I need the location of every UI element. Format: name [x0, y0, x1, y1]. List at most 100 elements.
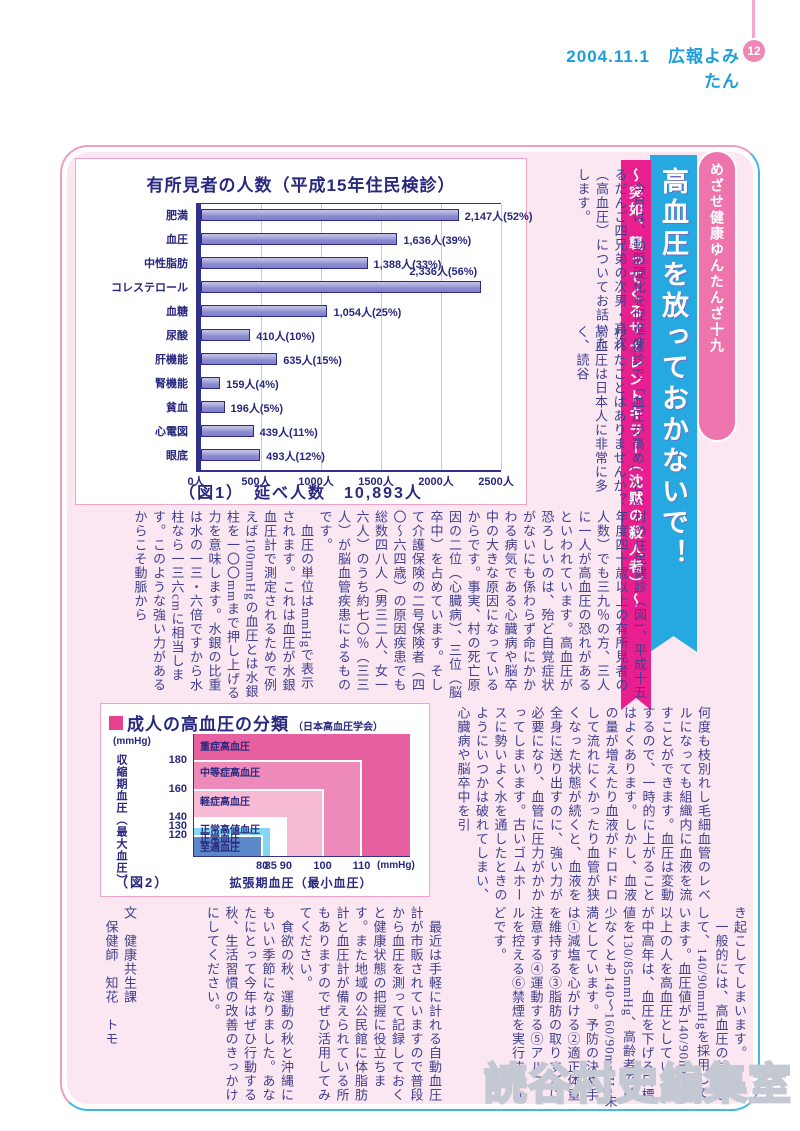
- x-tick-label: 90: [279, 860, 292, 872]
- bp-zone-label: 中等症高血圧: [200, 767, 260, 779]
- bar-value-label: 196人(5%): [230, 403, 284, 415]
- bar: [201, 401, 225, 413]
- bar-category-label: 眼底: [166, 450, 188, 462]
- x-tick-label: 110: [352, 860, 371, 872]
- bar: [201, 425, 254, 437]
- header-date-title: 2004.11.1 広報よみたん: [566, 47, 740, 91]
- series-banner: めざせ健康ゆんたんざ十九: [697, 150, 737, 442]
- article-signature: 文 健康共生課 保健師 知花 トモ: [92, 906, 138, 1113]
- subtitle-ribbon-text: 〜突如、襲ってくるサイレントキラー（沈黙の殺人者）〜: [628, 168, 644, 610]
- x-tick-label: 2500人: [478, 476, 514, 488]
- fig2-y-unit-label: (mmHg): [113, 736, 151, 747]
- title-ribbon: 高血圧を放っておかないで！: [650, 155, 697, 652]
- bp-zone-label: 重症高血圧: [200, 742, 250, 753]
- paragraph: 今月は、動脈硬化を促進するだんご四兄弟の次男・高次（高血圧）についてお話いたしま…: [575, 168, 647, 350]
- fig2-x-unit-label: (mmHg): [377, 860, 415, 871]
- paragraph: 最近は手軽に計れる自動血圧計が市販されていますので普段から血圧を測って記録してお…: [297, 906, 443, 1102]
- bp-zone: [194, 835, 264, 856]
- bar-value-label: 410人(10%): [256, 331, 315, 343]
- series-banner-label: めざせ健康ゆんたんざ十九: [709, 162, 725, 354]
- paragraph: 何度も枝別れし毛細血管のレベルになっても組織内に血液を流すことができます。血圧は…: [455, 706, 712, 902]
- fig1-title: 有所見者の人数（平成15年住民検診）: [146, 176, 456, 195]
- bp-zone-label: 至適血圧: [200, 843, 240, 855]
- bar-category-label: 血糖: [166, 306, 188, 318]
- bar-value-label: 1,054人(25%): [333, 307, 402, 319]
- y-tick-label: 160: [168, 782, 187, 795]
- bar: [201, 257, 368, 269]
- paragraph: 村の住民健診（図1、平成十五年度四十歳以上の有所見者の人数）でも三九％の方、三人…: [317, 510, 648, 700]
- grid-line: [441, 204, 442, 470]
- paragraph: き起こしてしまいます。: [732, 906, 747, 1060]
- bar-category-label: 腎機能: [155, 378, 188, 390]
- bar-category-label: コレステロール: [111, 282, 188, 294]
- paragraph: 一般的には、高血圧の基準として、140/90mmHgを採用しています。血圧値が1…: [491, 906, 729, 1109]
- paragraph: 健診で「血圧が高め」といわれたことはありませんか？高血圧は日本人に非常に多く、読…: [574, 325, 646, 507]
- fig2-x-axis-label: 拡張期血圧（最小血圧）: [229, 876, 373, 890]
- grid-line: [261, 204, 262, 470]
- bar-category-label: 貧血: [166, 402, 188, 414]
- bar-category-label: 肥満: [166, 210, 188, 222]
- subtitle-ribbon: 〜突如、襲ってくるサイレントキラー（沈黙の殺人者）〜: [621, 160, 651, 710]
- bar-category-label: 心電図: [155, 426, 188, 438]
- article-intro: 今月は、動脈硬化を促進するだんご四兄弟の次男・高次（高血圧）についてお話いたしま…: [545, 168, 647, 360]
- fig2-y-axis-label: 収縮期血圧（最大血圧）: [115, 754, 127, 886]
- bp-zone-label: 正常高値血圧: [200, 824, 260, 836]
- grid-line: [381, 204, 382, 470]
- y-tick-label: 130: [168, 819, 187, 832]
- fig2-caption: （図2）: [115, 875, 170, 890]
- bar-value-label: 1,388人(33%): [373, 259, 442, 271]
- bar: [201, 281, 482, 293]
- page-number-badge: 12: [743, 40, 765, 62]
- square-bullet-icon: [109, 715, 123, 730]
- y-tick-label: 120: [168, 829, 187, 842]
- x-tick-label: 85: [264, 860, 277, 872]
- fig1-caption: （図1） 延べ人数 10,893人: [179, 485, 423, 502]
- bar: [201, 353, 278, 365]
- bar-value-label: 493人(12%): [266, 451, 325, 463]
- fig1-plot-area: 2,147人(52%) 1,636人(39%) 1,388人(33%) 2,336人(…: [196, 203, 533, 472]
- fig2-title-row: 成人の高血圧の分類 （日本高血圧学会）: [109, 710, 383, 735]
- x-tick-label: 1500人: [358, 476, 394, 488]
- bar-value-label: 439人(11%): [259, 427, 318, 439]
- bar-value-label: 2,336人(56%): [409, 266, 478, 278]
- bar-category-label: 血圧: [166, 234, 188, 246]
- article-monitor-autumn: 最近は手軽に計れる自動血圧計が市販されていますので普段から血圧を測って記録してお…: [138, 906, 443, 1113]
- grid-line: [321, 204, 322, 470]
- x-tick-label: 2000人: [418, 476, 454, 488]
- bar-category-label: 中性脂肪: [144, 258, 188, 270]
- x-tick-label: 100: [313, 860, 332, 872]
- bar-value-label: 1,636人(39%): [403, 235, 472, 247]
- fig2-title: 成人の高血圧の分類: [127, 715, 289, 734]
- article-vessel: 何度も枝別れし毛細血管のレベルになっても組織内に血液を流すことができます。血圧は…: [416, 706, 712, 904]
- article-standard: き起こしてしまいます。 一般的には、高血圧の基準として、140/90mmHgを採…: [448, 906, 748, 1113]
- y-tick-label: 180: [168, 753, 187, 766]
- bar-category-label: 尿酸: [166, 330, 188, 342]
- bar: [201, 329, 251, 341]
- x-tick-label: 500人: [241, 476, 271, 488]
- signature-line: 文 健康共生課: [122, 906, 137, 1004]
- x-tick-label: 80: [255, 860, 269, 872]
- x-tick-label: 1000人: [298, 476, 334, 488]
- bar-category-label: 肝機能: [155, 354, 188, 366]
- title-ribbon-text: 高血圧を放っておかないで！: [658, 167, 688, 570]
- bp-zone-label: 正常血圧: [200, 833, 240, 845]
- fig2-plot-area: 重症高血圧 中等症高血圧 軽症高血圧 正常高値血圧 正常血圧 至適血圧: [193, 734, 410, 857]
- article-checkup-continued: 村の住民健診（図1、平成十五年度四十歳以上の有所見者の人数）でも三九％の方、三人…: [92, 510, 648, 704]
- fig1-panel: 有所見者の人数（平成15年住民検診） 2,147人(52%) 1,636人(39%…: [75, 158, 533, 505]
- article-checkup-start: 健診で「血圧が高め」といわれたことはありませんか？高血圧は日本人に非常に多く、読…: [508, 325, 646, 507]
- fig2-subtitle: （日本高血圧学会）: [293, 722, 383, 733]
- bar: [201, 233, 398, 245]
- bar-value-label: 2,147人(52%): [464, 211, 533, 223]
- signature-line: 保健師 知花 トモ: [103, 906, 119, 1046]
- header-accent-line: [752, 0, 755, 38]
- fig2-panel: 成人の高血圧の分類 （日本高血圧学会） (mmHg) 収縮期血圧（最大血圧） 重…: [100, 703, 430, 897]
- y-tick-label: 140: [168, 810, 187, 823]
- x-tick-label: 0人: [187, 476, 205, 488]
- bar: [201, 377, 221, 389]
- paragraph: 食欲の秋、運動の秋と沖縄にもいい季節になりました。あなたにとって今年はぜひ行動す…: [205, 906, 294, 1102]
- bar: [201, 305, 328, 317]
- bar-value-label: 159人(4%): [226, 379, 279, 391]
- grid-line: [501, 204, 502, 470]
- paragraph: 血圧の単位はmmHgで表示されます。これは血圧が水銀血圧計で測定されるためで例え…: [132, 510, 315, 701]
